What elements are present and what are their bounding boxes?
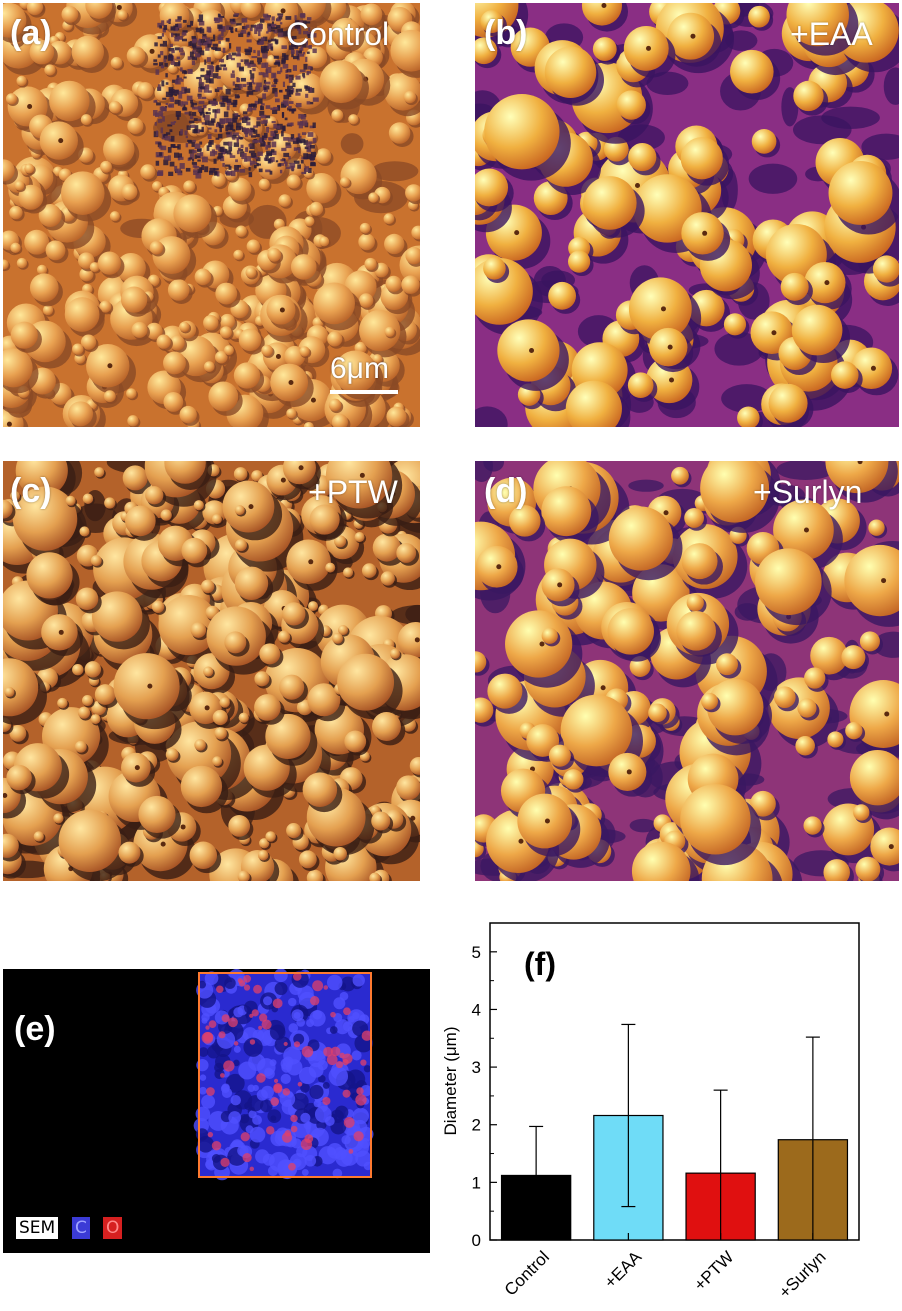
panel-c-title: +PTW xyxy=(308,474,398,510)
panel-a-label: (a) xyxy=(10,14,52,52)
x-tick-label: Control xyxy=(501,1247,553,1299)
y-tick-label: 4 xyxy=(472,1000,481,1019)
legend-sem: SEM xyxy=(16,1217,59,1239)
y-tick-label: 5 xyxy=(472,943,481,962)
panel-e-image xyxy=(3,969,430,1253)
y-tick-label: 3 xyxy=(472,1058,481,1077)
scale-bar-label: 6μm xyxy=(330,352,389,385)
panel-a-image xyxy=(3,3,420,427)
panel-c-label: (c) xyxy=(10,472,52,510)
afm-image-eaa xyxy=(475,3,899,427)
scale-bar xyxy=(330,390,398,394)
panel-c-image xyxy=(3,461,420,881)
x-tick-label: +Surlyn xyxy=(775,1247,830,1302)
panel-d-image xyxy=(475,461,899,881)
afm-image-ptw xyxy=(3,461,420,881)
panel-a-title: Control xyxy=(286,16,390,52)
panel-b-label: (b) xyxy=(484,14,528,52)
afm-image-control xyxy=(3,3,420,427)
panel-b-title: +EAA xyxy=(790,16,873,52)
panel-d-title: +Surlyn xyxy=(753,474,863,510)
y-tick-label: 0 xyxy=(472,1231,481,1250)
diameter-bar-chart: (f) Diameter (μm) 0 1 2 3 4 5 Control +EAA +PTW +… xyxy=(441,922,860,1302)
panel-f-label: (f) xyxy=(524,946,556,982)
panel-b-image xyxy=(475,3,899,427)
y-tick-label: 1 xyxy=(472,1173,481,1192)
panel-f-chart: (f) Diameter (μm) 0 1 2 3 4 5 Control +EAA +PTW +… xyxy=(430,900,902,1311)
x-tick-label: +EAA xyxy=(601,1247,646,1292)
legend-carbon: C xyxy=(72,1217,90,1239)
afm-image-surlyn xyxy=(475,461,899,881)
panel-d-label: (d) xyxy=(484,472,528,510)
panel-e-label: (e) xyxy=(14,1010,56,1048)
legend-oxygen: O xyxy=(103,1217,123,1239)
x-tick-label: +PTW xyxy=(690,1247,737,1294)
sem-eds-map xyxy=(193,969,374,1181)
y-tick-label: 2 xyxy=(472,1116,481,1135)
y-axis-label: Diameter (μm) xyxy=(441,1027,460,1136)
